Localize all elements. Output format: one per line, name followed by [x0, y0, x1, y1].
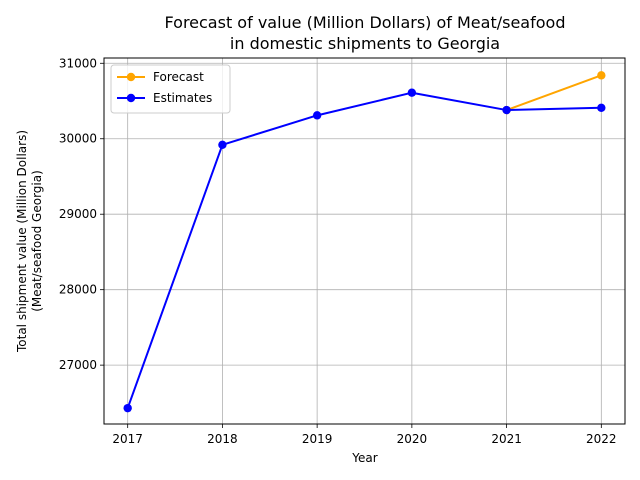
chart-title-line-1: Forecast of value (Million Dollars) of M…	[165, 13, 566, 32]
x-tick-label: 2018	[207, 432, 238, 446]
x-tick-label: 2017	[112, 432, 143, 446]
x-tick-label: 2021	[491, 432, 522, 446]
series-layer	[123, 71, 606, 413]
legend-forecast-marker	[126, 72, 136, 82]
plot-frame	[103, 57, 626, 425]
y-axis-label-line-1: Total shipment value (Million Dollars)	[15, 130, 29, 353]
forecast-line	[506, 74, 602, 112]
estimates-line	[126, 91, 602, 409]
x-tick-label: 2019	[302, 432, 333, 446]
x-axis-label: Year	[351, 451, 377, 465]
series-estimates	[123, 88, 606, 413]
forecast-point	[597, 71, 606, 80]
chart-title-line-2: in domestic shipments to Georgia	[230, 34, 500, 53]
estimates-point	[407, 88, 417, 97]
estimates-point	[123, 403, 132, 413]
y-tick-label: 29000	[59, 207, 97, 221]
x-tick-label: 2020	[397, 432, 428, 446]
estimates-point	[218, 140, 227, 149]
y-tick-label: 28000	[59, 283, 97, 297]
legend-estimates-marker	[126, 93, 136, 103]
y-tick-label: 27000	[59, 358, 97, 372]
x-axis-ticks: 2017 2018 2019 2020 2021 2022	[112, 424, 617, 446]
estimates-point	[312, 111, 322, 120]
y-axis-ticks: 27000 28000 29000 30000 31000	[59, 56, 104, 372]
legend-forecast-label: Forecast	[153, 70, 204, 84]
estimates-point	[597, 103, 606, 113]
legend-estimates-label: Estimates	[153, 91, 212, 105]
legend: Forecast Estimates	[110, 64, 231, 114]
estimates-point	[502, 105, 511, 115]
y-tick-label: 30000	[59, 132, 97, 146]
y-axis-label-line-2: (Meat/seafood Georgia)	[30, 170, 44, 312]
x-tick-label: 2022	[586, 432, 617, 446]
y-tick-label: 31000	[59, 56, 97, 70]
